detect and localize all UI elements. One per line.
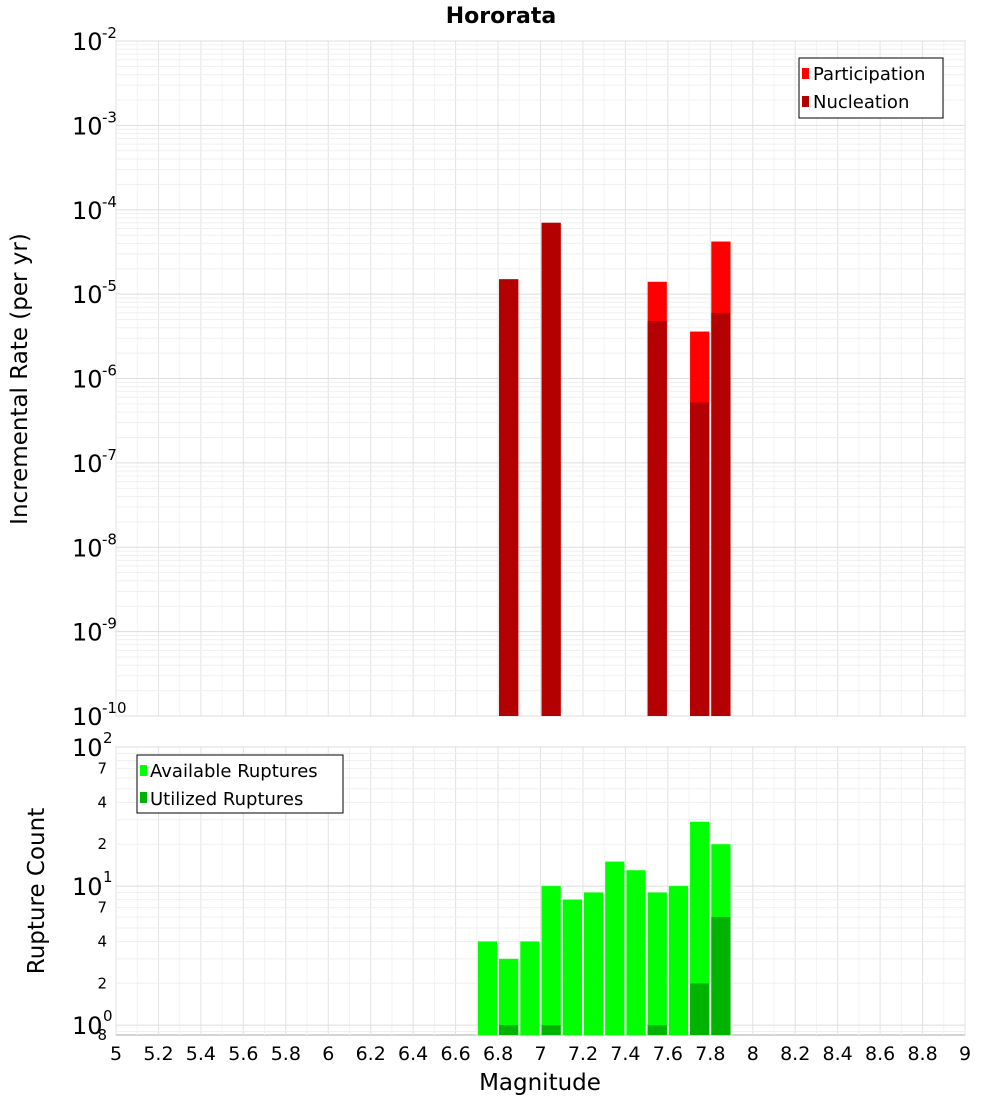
x-tick-label: 5 bbox=[110, 1043, 122, 1065]
x-tick-label: 7.8 bbox=[695, 1043, 725, 1065]
x-tick-label: 6.8 bbox=[483, 1043, 513, 1065]
y-tick-exponent: 1 bbox=[103, 868, 113, 886]
bar-available-ruptures bbox=[541, 886, 561, 1035]
bar-available-ruptures bbox=[477, 941, 498, 1035]
legend-label-participation: Participation bbox=[813, 64, 925, 85]
bar-utilized-ruptures bbox=[541, 1025, 561, 1035]
y-minor-tick-label: 4 bbox=[97, 793, 107, 811]
y-tick-exponent: -8 bbox=[102, 530, 117, 548]
chart-title: Hororata bbox=[446, 4, 557, 29]
x-tick-label: 9 bbox=[959, 1043, 971, 1065]
y-tick-exponent: -10 bbox=[102, 699, 127, 717]
y-tick-label: 10 bbox=[72, 534, 103, 562]
bar-available-ruptures bbox=[562, 899, 582, 1035]
bottom-legend-box bbox=[136, 754, 344, 814]
top-y-ticks: 10-210-310-410-510-610-710-810-910-10 bbox=[72, 24, 127, 731]
bottom-bars bbox=[477, 821, 731, 1035]
y-tick-label: 10 bbox=[72, 1012, 103, 1040]
y-minor-tick-label: 7 bbox=[97, 760, 107, 778]
top-legend: Participation Nucleation bbox=[798, 57, 944, 119]
y-minor-tick-label: 7 bbox=[97, 899, 107, 917]
x-tick-label: 6 bbox=[322, 1043, 334, 1065]
y-tick-exponent: -2 bbox=[102, 24, 117, 42]
bar-available-ruptures bbox=[520, 941, 540, 1035]
bar-nucleation bbox=[690, 402, 710, 716]
x-tick-label: 8.4 bbox=[823, 1043, 853, 1065]
y-tick-exponent: -5 bbox=[102, 277, 117, 295]
legend-swatch-utilized bbox=[140, 792, 147, 803]
y-tick-label: 10 bbox=[72, 197, 103, 225]
legend-swatch-participation bbox=[802, 68, 809, 79]
bar-available-ruptures bbox=[583, 892, 604, 1035]
legend-label-nucleation: Nucleation bbox=[813, 92, 909, 113]
x-tick-label: 7.4 bbox=[610, 1043, 640, 1065]
y-tick-exponent: -6 bbox=[102, 362, 117, 380]
x-tick-label: 6.6 bbox=[440, 1043, 470, 1065]
bar-available-ruptures bbox=[605, 861, 625, 1035]
y-tick-label: 10 bbox=[72, 112, 103, 140]
x-tick-label: 7.6 bbox=[653, 1043, 683, 1065]
x-tick-label: 6.4 bbox=[398, 1043, 428, 1065]
x-tick-label: 8.8 bbox=[907, 1043, 937, 1065]
legend-label-available: Available Ruptures bbox=[150, 761, 318, 782]
top-plot: 10-210-310-410-510-610-710-810-910-10 In… bbox=[7, 24, 966, 731]
bar-nucleation bbox=[499, 279, 519, 716]
top-bars bbox=[499, 222, 731, 717]
y-tick-exponent: 0 bbox=[103, 1007, 113, 1025]
y-tick-label: 10 bbox=[72, 703, 103, 731]
bottom-y-axis-label: Rupture Count bbox=[24, 808, 50, 974]
x-tick-label: 5.6 bbox=[228, 1043, 258, 1065]
x-tick-label: 6.2 bbox=[356, 1043, 386, 1065]
x-tick-label: 5.4 bbox=[186, 1043, 216, 1065]
bar-nucleation bbox=[647, 321, 667, 716]
bar-available-ruptures bbox=[668, 886, 689, 1035]
legend-swatch-available bbox=[140, 765, 147, 776]
y-minor-tick-label: 2 bbox=[97, 835, 107, 853]
y-tick-exponent: -3 bbox=[102, 108, 117, 126]
x-ticks: 5 5.2 5.4 5.6 5.8 6 6.2 6.4 6.6 6.8 7 7.2 7.4 7.6 7.8 8… bbox=[110, 1043, 971, 1065]
y-tick-label: 10 bbox=[72, 28, 103, 56]
y-tick-exponent: -9 bbox=[102, 615, 117, 633]
x-tick-label: 5.2 bbox=[143, 1043, 173, 1065]
x-tick-label: 5.8 bbox=[271, 1043, 301, 1065]
y-tick-label: 10 bbox=[72, 450, 103, 478]
bar-nucleation bbox=[711, 312, 731, 716]
y-tick-exponent: -7 bbox=[102, 446, 117, 464]
top-y-axis-label: Incremental Rate (per yr) bbox=[7, 233, 33, 525]
y-tick-label: 10 bbox=[72, 873, 103, 901]
x-tick-label: 8.2 bbox=[780, 1043, 810, 1065]
top-gridlines bbox=[115, 40, 966, 717]
bar-available-ruptures bbox=[626, 870, 646, 1035]
top-legend-box bbox=[798, 57, 944, 119]
x-tick-label: 7.2 bbox=[568, 1043, 598, 1065]
bar-available-ruptures bbox=[647, 892, 667, 1035]
bottom-legend: Available Ruptures Utilized Ruptures bbox=[136, 754, 344, 814]
legend-swatch-nucleation bbox=[802, 96, 809, 107]
x-tick-label: 7 bbox=[534, 1043, 546, 1065]
legend-label-utilized: Utilized Ruptures bbox=[150, 789, 303, 810]
bar-available-ruptures bbox=[690, 821, 710, 1035]
bar-nucleation bbox=[541, 222, 561, 716]
y-tick-label: 10 bbox=[72, 366, 103, 394]
y-minor-tick-label: 2 bbox=[97, 974, 107, 992]
x-axis-label: Magnitude bbox=[479, 1070, 601, 1096]
bar-utilized-ruptures bbox=[647, 1025, 667, 1035]
x-tick-label: 8 bbox=[747, 1043, 759, 1065]
y-tick-exponent: 2 bbox=[103, 729, 113, 747]
y-tick-exponent: -4 bbox=[102, 193, 117, 211]
bar-utilized-ruptures bbox=[690, 983, 710, 1035]
bar-utilized-ruptures bbox=[711, 916, 731, 1035]
y-tick-label: 10 bbox=[72, 619, 103, 647]
y-minor-tick-label: 4 bbox=[97, 932, 107, 950]
y-tick-label: 10 bbox=[72, 281, 103, 309]
y-tick-label: 10 bbox=[72, 734, 103, 762]
bar-available-ruptures bbox=[499, 958, 519, 1035]
bottom-gridlines bbox=[115, 746, 966, 1035]
x-tick-label: 8.6 bbox=[865, 1043, 895, 1065]
y-minor-tick-label: 8 bbox=[97, 1026, 107, 1044]
bar-utilized-ruptures bbox=[499, 1025, 519, 1035]
